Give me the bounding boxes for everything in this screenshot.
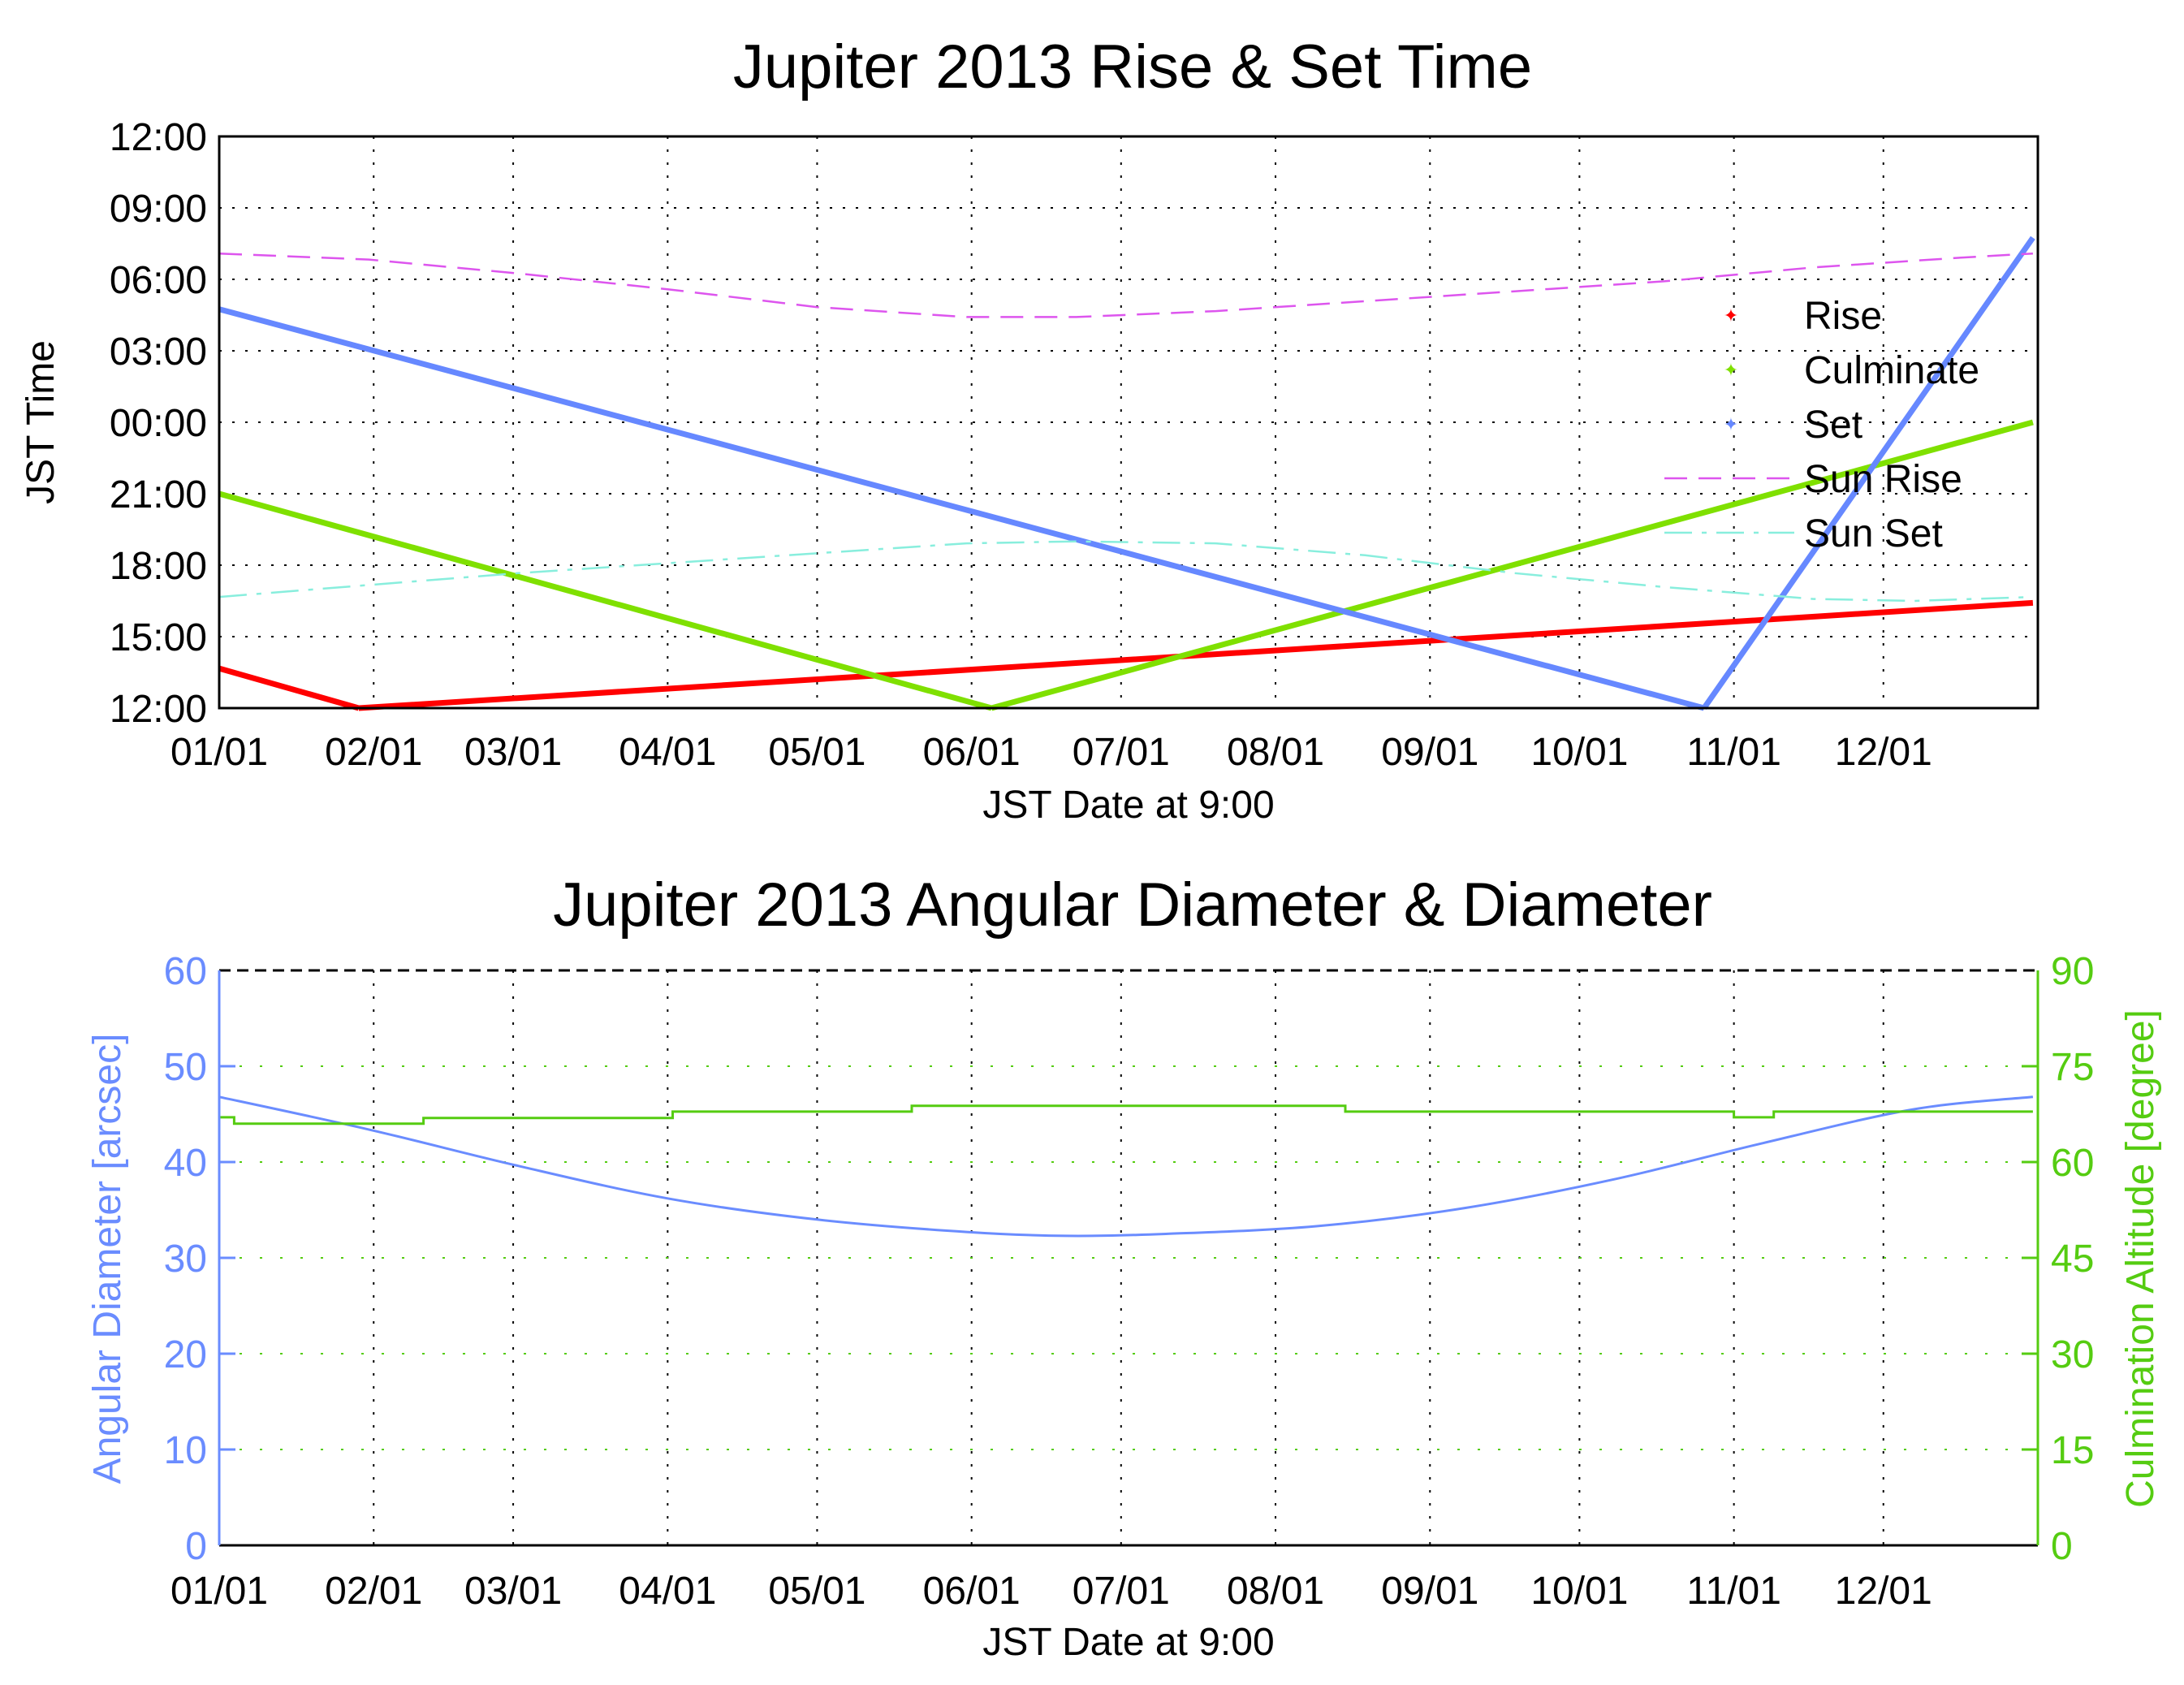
diameter-chart: Jupiter 2013 Angular Diameter & Diameter… — [86, 871, 2162, 1664]
rise-set-legend: ✦ Rise ✦ Culminate ✦ Set Sun Rise Sun Set — [1664, 295, 1979, 555]
rise-set-gridlines — [219, 136, 2038, 708]
diameter-left-tick: 50 — [164, 1046, 207, 1089]
diameter-x-tick: 08/01 — [1227, 1570, 1324, 1613]
diameter-x-tick: 12/01 — [1835, 1570, 1932, 1613]
diameter-gridlines — [219, 970, 2038, 1545]
diameter-x-tick: 04/01 — [619, 1570, 716, 1613]
set-line — [218, 306, 1705, 711]
altitude-right-tick: 0 — [2051, 1525, 2073, 1568]
rise-set-y-tick: 21:00 — [110, 473, 207, 516]
diameter-left-tick: 60 — [164, 950, 207, 993]
diameter-x-tick: 07/01 — [1073, 1570, 1170, 1613]
legend-sun-set-label: Sun Set — [1804, 512, 1943, 555]
diameter-x-tick: 03/01 — [464, 1570, 562, 1613]
rise-set-y-tick: 09:00 — [110, 188, 207, 231]
rise-set-plot-frame — [218, 135, 2039, 710]
legend-rise-marker: ✦ — [1724, 305, 1738, 326]
diameter-left-tick: 20 — [164, 1333, 207, 1376]
rise-set-chart-title: Jupiter 2013 Rise & Set Time — [733, 32, 1532, 102]
diameter-x-tick: 01/01 — [170, 1570, 268, 1613]
altitude-right-tick: 60 — [2051, 1142, 2094, 1185]
diameter-chart-title: Jupiter 2013 Angular Diameter & Diameter — [553, 871, 1712, 940]
rise-set-x-tick: 02/01 — [325, 731, 422, 774]
diameter-x-tick: 02/01 — [325, 1570, 422, 1613]
rise-set-x-tick: 04/01 — [619, 731, 716, 774]
altitude-right-axis-label: Culmination Altitude [degree] — [2119, 1009, 2162, 1508]
rise-set-x-tick: 09/01 — [1381, 731, 1478, 774]
diameter-left-tick: 0 — [185, 1525, 207, 1568]
culmination-altitude-line — [219, 1104, 2033, 1125]
rise-set-x-tick: 10/01 — [1530, 731, 1628, 774]
diameter-left-tick: 40 — [164, 1142, 207, 1185]
rise-set-x-tick: 03/01 — [464, 731, 562, 774]
diameter-left-tick: 30 — [164, 1238, 207, 1281]
legend-set-label: Set — [1804, 404, 1862, 447]
diameter-x-tick: 05/01 — [768, 1570, 865, 1613]
set-line — [1701, 235, 2035, 711]
culminate-line — [218, 490, 993, 711]
rise-set-x-tick: 07/01 — [1073, 731, 1170, 774]
diameter-left-tick: 10 — [164, 1429, 207, 1472]
rise-set-y-tick: 15:00 — [110, 616, 207, 659]
altitude-right-tick: 75 — [2051, 1046, 2094, 1089]
diameter-x-tick-labels: 01/01 02/01 03/01 04/01 05/01 06/01 07/01 08/01… — [170, 1570, 1932, 1613]
rise-set-y-tick: 00:00 — [110, 402, 207, 445]
rise-set-x-tick: 05/01 — [768, 731, 865, 774]
rise-set-x-tick: 12/01 — [1835, 731, 1932, 774]
legend-set-marker: ✦ — [1724, 414, 1738, 434]
rise-set-y-tick-labels: 12:00 09:00 06:00 03:00 00:00 21:00 18:00 15:00… — [110, 116, 207, 731]
rise-set-y-tick: 03:00 — [110, 331, 207, 374]
angular-diameter-line — [218, 1095, 2034, 1238]
rise-set-x-tick: 01/01 — [170, 731, 268, 774]
diameter-x-tick: 11/01 — [1686, 1570, 1781, 1613]
altitude-right-tick: 90 — [2051, 950, 2094, 993]
diameter-series — [218, 1095, 2034, 1238]
culminate-line — [991, 419, 2034, 711]
diameter-left-axis-label: Angular Diameter [arcsec] — [86, 1034, 129, 1484]
rise-set-y-tick: 12:00 — [110, 116, 207, 159]
legend-culminate-marker: ✦ — [1724, 360, 1738, 380]
rise-set-y-tick: 12:00 — [110, 688, 207, 731]
rise-set-y-tick: 06:00 — [110, 259, 207, 302]
legend-sun-rise-label: Sun Rise — [1804, 458, 1962, 501]
rise-set-x-tick: 11/01 — [1686, 731, 1781, 774]
rise-set-x-tick: 08/01 — [1227, 731, 1324, 774]
altitude-right-tick: 30 — [2051, 1333, 2094, 1376]
rise-set-chart: Jupiter 2013 Rise & Set Time 01/01 02/01 0… — [19, 32, 2039, 827]
rise-set-x-tick: 06/01 — [923, 731, 1021, 774]
diameter-x-tick: 10/01 — [1530, 1570, 1628, 1613]
rise-set-y-axis-label: JST Time — [19, 340, 63, 504]
diameter-left-tick-labels: 0 10 20 30 40 50 60 — [164, 950, 207, 1568]
diameter-x-axis-label: JST Date at 9:00 — [982, 1621, 1274, 1664]
sun-rise-line — [218, 252, 2033, 318]
diameter-x-tick: 09/01 — [1381, 1570, 1478, 1613]
legend-culminate-label: Culminate — [1804, 349, 1979, 392]
rise-set-y-tick: 18:00 — [110, 545, 207, 588]
legend-rise-label: Rise — [1804, 295, 1882, 338]
rise-set-series — [218, 235, 2035, 711]
rise-line — [218, 665, 360, 711]
sun-set-line — [218, 540, 2033, 603]
rise-set-x-axis-label: JST Date at 9:00 — [982, 784, 1274, 827]
diameter-x-tick: 06/01 — [923, 1570, 1021, 1613]
altitude-right-tick: 15 — [2051, 1429, 2094, 1472]
rise-set-x-tick-labels: 01/01 02/01 03/01 04/01 05/01 06/01 07/01 08/01… — [170, 731, 1932, 774]
rise-line — [358, 599, 2034, 711]
altitude-right-tick-labels: 0 15 30 45 60 75 90 — [2051, 950, 2094, 1568]
altitude-right-tick: 45 — [2051, 1238, 2094, 1281]
